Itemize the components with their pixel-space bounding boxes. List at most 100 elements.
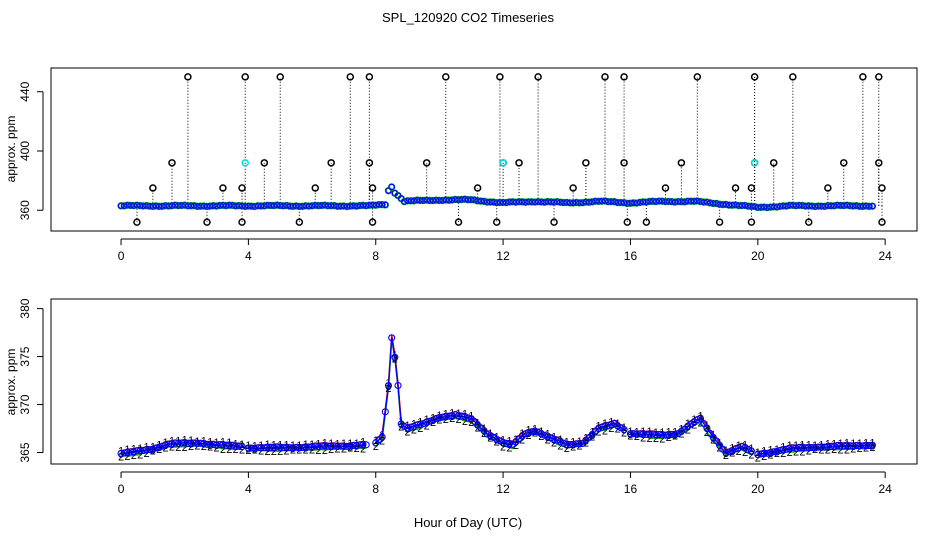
series-point-circle — [416, 420, 424, 428]
bottom-ylabel: approx. ppm — [4, 349, 18, 416]
baseline-point-blue — [315, 202, 322, 209]
series-point-circle — [595, 424, 603, 432]
series-point-circle — [725, 448, 733, 456]
baseline-point-blue — [321, 201, 329, 209]
series-1-marker: 1 — [818, 439, 824, 451]
series-2-marker: 2 — [411, 425, 417, 437]
series-1-marker: 1 — [838, 438, 844, 450]
baseline-point-blue — [378, 201, 386, 208]
series-3-marker: 3 — [385, 381, 391, 393]
series-2-marker: 2 — [596, 427, 602, 439]
baseline-point-blue — [461, 195, 469, 203]
baseline-point-blue — [557, 198, 564, 206]
baseline-point-blue — [716, 200, 723, 208]
baseline-point-blue — [725, 201, 733, 209]
baseline-point-blue — [346, 202, 354, 210]
series-1-marker: 1 — [602, 418, 608, 430]
series-point-circle — [607, 420, 615, 428]
series-2-marker: 2 — [838, 445, 844, 457]
series-2-marker: 2 — [131, 450, 137, 462]
baseline-point-blue — [738, 202, 746, 209]
baseline-point-blue — [270, 202, 278, 209]
baseline-point-blue — [299, 202, 306, 210]
series-2-marker: 2 — [239, 445, 245, 457]
baseline-point-blue — [732, 201, 739, 209]
baseline-point-blue — [350, 202, 357, 210]
x-tick-label: 24 — [878, 249, 892, 263]
outlier-point — [442, 73, 450, 81]
baseline-point-blue — [639, 198, 647, 206]
baseline-point-blue — [560, 199, 567, 206]
series-1-marker: 1 — [226, 437, 232, 449]
baseline-point-blue — [544, 198, 551, 205]
outlier-point — [642, 218, 651, 226]
baseline-point-blue — [343, 203, 351, 210]
baseline-point-blue — [525, 198, 532, 206]
baseline-point-blue — [296, 203, 303, 210]
series-point-circle — [754, 451, 762, 459]
baseline-point-blue — [671, 198, 679, 206]
outlier-point — [238, 184, 246, 192]
baseline-point-blue — [850, 202, 857, 210]
x-tick-label: 12 — [496, 482, 510, 496]
series-3-marker: 3 — [475, 420, 481, 432]
baseline-point-blue — [547, 198, 555, 206]
outlier-point — [241, 73, 249, 81]
series-2-marker: 2 — [277, 446, 283, 458]
baseline-point-blue — [576, 199, 583, 207]
baseline-point-blue — [795, 201, 803, 209]
baseline-point-blue — [337, 202, 345, 210]
series-1-marker: 1 — [646, 426, 652, 438]
baseline-point-blue — [862, 202, 870, 210]
baseline-point-blue — [515, 198, 523, 206]
series-1-marker: 1 — [188, 435, 194, 447]
series-point-circle — [445, 412, 453, 420]
series-2-marker: 2 — [500, 441, 506, 453]
series-3-marker: 3 — [717, 440, 723, 452]
series-1-marker: 1 — [506, 436, 512, 448]
baseline-point-blue — [117, 202, 125, 210]
series-2-marker: 2 — [252, 445, 258, 457]
x-tick-label: 16 — [624, 249, 638, 263]
baseline-point-blue — [318, 202, 325, 209]
baseline-point-blue — [541, 198, 548, 206]
series-point-circle — [155, 443, 163, 451]
series-1-marker: 1 — [443, 408, 449, 420]
outlier-point — [260, 159, 269, 167]
series-1-marker: 1 — [780, 442, 786, 454]
outlier-point — [346, 73, 355, 81]
top-plot-frame — [50, 67, 918, 232]
series-2-marker: 2 — [621, 427, 627, 439]
baseline-point-blue — [292, 202, 300, 210]
baseline-point-blue — [595, 197, 602, 205]
series-2-marker: 2 — [506, 443, 512, 455]
baseline-point-blue — [261, 202, 268, 210]
series-2-marker: 2 — [787, 447, 793, 459]
baseline-point-blue — [754, 204, 762, 211]
baseline-point-blue — [388, 183, 395, 191]
baseline-point-blue — [477, 197, 485, 205]
baseline-point-blue — [569, 199, 577, 207]
baseline-point-blue — [531, 198, 539, 206]
baseline-point-blue — [799, 202, 806, 209]
series-point-circle — [776, 446, 784, 454]
baseline-point-blue — [442, 196, 450, 204]
baseline-point-blue — [684, 197, 692, 205]
y-tick-label: 365 — [18, 442, 32, 462]
series-2-marker: 2 — [328, 444, 334, 456]
baseline-point-blue — [690, 197, 698, 205]
series-1-marker: 1 — [303, 439, 309, 451]
baseline-point-blue — [665, 198, 672, 205]
baseline-point-blue — [120, 202, 128, 210]
outlier-point — [276, 73, 284, 81]
baseline-point-blue — [764, 204, 771, 211]
baseline-point-blue — [420, 197, 427, 204]
baseline-point-blue — [627, 199, 634, 207]
series-3-marker: 3 — [398, 419, 404, 431]
x-tick-label: 20 — [751, 482, 765, 496]
series-point-circle — [868, 441, 876, 449]
series-3-marker: 3 — [583, 435, 589, 447]
series-point-circle — [461, 413, 469, 421]
